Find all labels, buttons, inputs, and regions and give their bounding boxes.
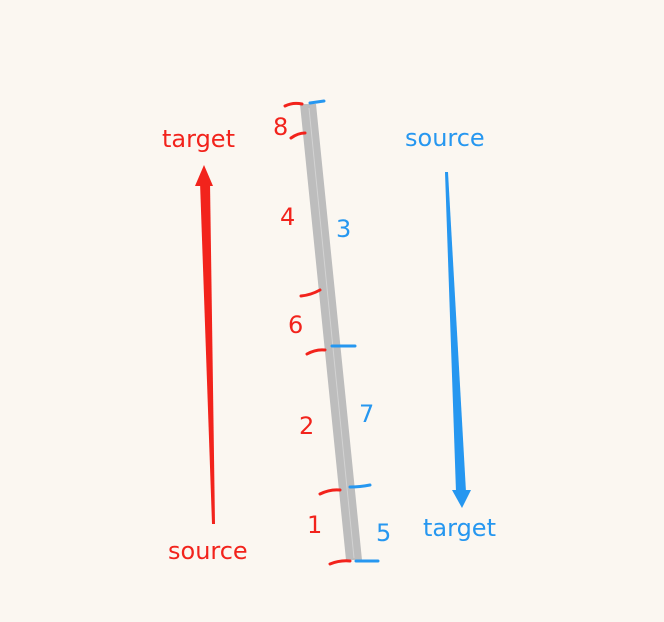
road-center-line xyxy=(308,107,355,559)
blue-tick-mark xyxy=(348,483,372,489)
blue-arrow-head xyxy=(452,490,471,508)
red-arrow-head xyxy=(195,165,213,186)
red-segment-number: 4 xyxy=(280,203,296,231)
blue-source-label: source xyxy=(405,124,485,152)
red-tick-mark xyxy=(283,101,304,108)
red-tick-mark xyxy=(328,559,352,566)
red-tick-mark xyxy=(289,131,307,140)
blue-segment-number: 5 xyxy=(376,519,392,547)
blue-segment-number: 7 xyxy=(359,400,375,428)
red-arrow-shaft xyxy=(200,182,215,524)
red-target-label: target xyxy=(162,125,235,153)
red-tick-mark xyxy=(318,488,342,496)
red-source-label: source xyxy=(168,537,248,565)
blue-segment-number: 3 xyxy=(336,215,352,243)
red-segment-number: 2 xyxy=(299,412,315,440)
blue-tick-mark xyxy=(308,99,326,105)
red-tick-mark xyxy=(305,348,327,356)
red-segment-number: 1 xyxy=(307,511,323,539)
red-tick-mark xyxy=(299,288,322,298)
blue-target-label: target xyxy=(423,514,496,542)
blue-arrow-shaft xyxy=(445,172,466,492)
red-segment-number: 6 xyxy=(288,311,304,339)
red-segment-number: 8 xyxy=(273,113,289,141)
